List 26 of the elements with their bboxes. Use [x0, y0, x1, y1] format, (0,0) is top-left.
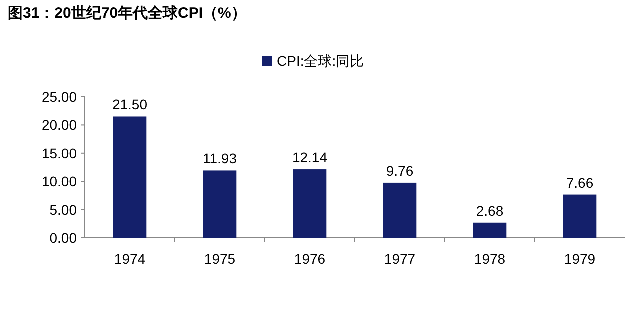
- y-tick-label: 5.00: [50, 202, 78, 218]
- data-label: 21.50: [112, 96, 148, 113]
- x-tick-label: 1976: [294, 251, 326, 267]
- data-label: 12.14: [292, 150, 328, 166]
- bar: [203, 170, 237, 238]
- x-tick-label: 1979: [564, 251, 596, 267]
- x-tick-label: 1975: [204, 251, 236, 267]
- y-tick-label: 20.00: [42, 117, 78, 134]
- data-label: 2.68: [476, 202, 504, 219]
- y-tick-label: 0.00: [50, 230, 78, 246]
- y-tick-label: 15.00: [42, 145, 78, 162]
- x-tick-label: 1974: [114, 251, 146, 267]
- legend-label: CPI:全球:同比: [277, 53, 364, 69]
- data-label: 7.66: [566, 174, 594, 191]
- data-label: 9.76: [386, 162, 414, 179]
- data-label: 11.93: [203, 150, 238, 167]
- bar: [473, 222, 507, 238]
- bar: [383, 182, 417, 238]
- y-tick-label: 25.00: [42, 89, 78, 105]
- bar: [113, 116, 147, 238]
- y-tick-label: 10.00: [42, 174, 78, 190]
- x-tick-label: 1977: [384, 251, 416, 267]
- bar: [293, 170, 327, 238]
- x-tick-label: 1978: [474, 251, 506, 267]
- bar: [563, 194, 597, 238]
- chart-title: 图31：20世纪70年代全球CPI（%）: [8, 5, 246, 22]
